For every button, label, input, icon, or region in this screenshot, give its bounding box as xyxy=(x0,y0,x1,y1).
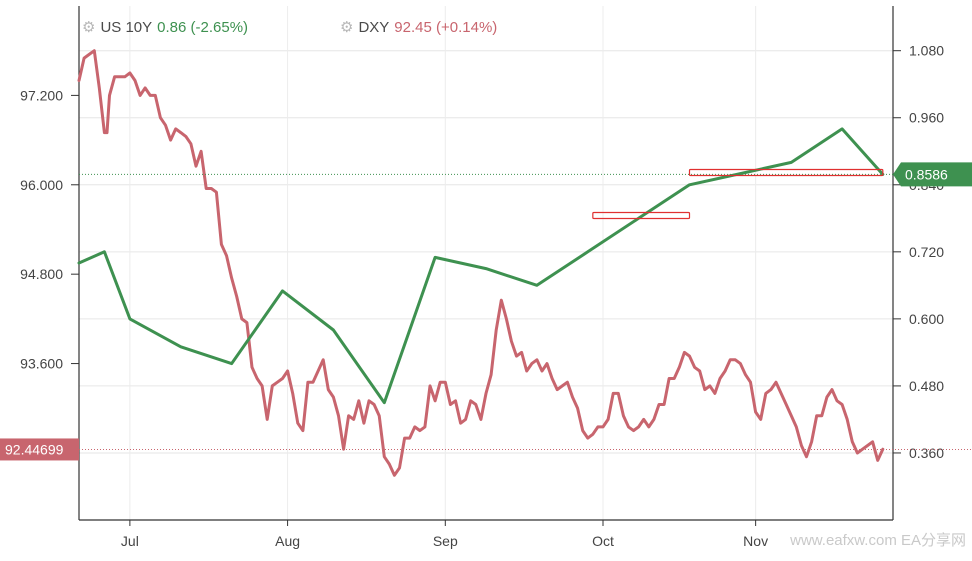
gear-icon[interactable]: ⚙ xyxy=(340,19,354,36)
left-axis-tick-label: 94.800 xyxy=(20,266,63,282)
x-axis-tick-label: Sep xyxy=(433,533,458,549)
us10y-current-label: 0.8586 xyxy=(905,166,948,182)
dxy-current-label: 92.44699 xyxy=(5,441,64,457)
us10y-current-label-box xyxy=(893,162,972,187)
legend-us10y-value: 0.86 xyxy=(157,19,187,36)
right-axis-tick-label: 0.600 xyxy=(909,311,944,327)
legend-us10y-name: US 10Y xyxy=(100,19,153,36)
left-axis-tick-label: 97.200 xyxy=(20,87,63,103)
highlight-box xyxy=(688,168,884,177)
x-axis-tick-label: Jul xyxy=(121,533,139,549)
highlight-box xyxy=(592,211,691,220)
left-axis-tick-label: 96.000 xyxy=(20,177,63,193)
right-axis-tick-label: 0.480 xyxy=(909,378,944,394)
gear-icon[interactable]: ⚙ xyxy=(82,19,96,36)
left-axis-tick-label: 93.600 xyxy=(20,356,63,372)
dxy-current-label-box xyxy=(0,438,79,461)
series-line-us10y xyxy=(77,127,885,405)
right-axis-tick-label: 0.360 xyxy=(909,445,944,461)
legend-dxy-name: DXY xyxy=(358,19,390,36)
watermark: www.eafxw.com EA分享网 xyxy=(790,532,966,549)
right-axis-tick-label: 0.720 xyxy=(909,244,944,260)
x-axis-tick-label: Aug xyxy=(275,533,300,549)
legend-us10y[interactable]: ⚙ US 10Y 0.86 (-2.65%) xyxy=(82,18,248,36)
series-line-dxy xyxy=(77,49,885,477)
x-axis-tick-label: Nov xyxy=(743,533,768,549)
x-axis-tick-label: Oct xyxy=(592,533,614,549)
right-axis-tick-label: 1.080 xyxy=(909,43,944,59)
legend-dxy[interactable]: ⚙ DXY 92.45 (+0.14%) xyxy=(340,18,497,36)
legend-us10y-change: (-2.65%) xyxy=(190,19,249,36)
legend-dxy-value: 92.45 xyxy=(394,19,432,36)
right-axis-tick-label: 0.960 xyxy=(909,110,944,126)
legend-dxy-change: (+0.14%) xyxy=(436,19,498,36)
